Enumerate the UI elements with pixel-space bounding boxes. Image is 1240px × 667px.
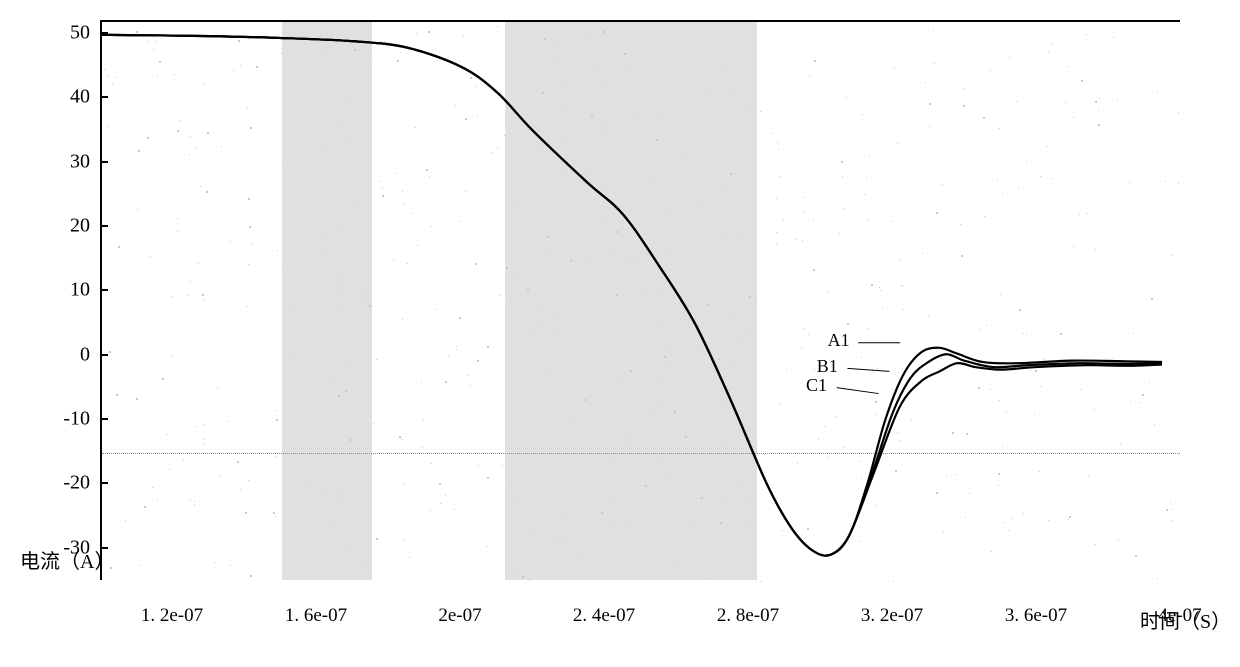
y-tick-mark [100,225,108,227]
series-line-c1 [102,35,1162,556]
series-line-a1 [102,35,1162,556]
x-tick-label: 2. 8e-07 [717,605,779,627]
y-tick-mark [100,547,108,549]
y-tick-label: 50 [70,21,90,44]
y-tick-mark [100,289,108,291]
y-tick-mark [100,96,108,98]
y-tick-mark [100,161,108,163]
y-tick-mark [100,32,108,34]
x-tick-label: 1. 6e-07 [285,605,347,627]
series-label-a1: A1 [828,330,850,351]
chart-frame [100,20,1180,580]
y-tick-label: -20 [63,472,90,495]
y-tick-label: 20 [70,214,90,237]
x-tick-label: 3. 6e-07 [1005,605,1067,627]
line-chart-svg [102,22,1180,580]
y-tick-mark [100,354,108,356]
plot-area [102,22,1180,580]
y-tick-label: 0 [80,343,90,366]
y-tick-mark [100,482,108,484]
series-line-b1 [102,35,1162,556]
x-tick-label: 4e-07 [1158,605,1201,627]
x-tick-label: 2. 4e-07 [573,605,635,627]
series-label-b1: B1 [817,356,838,377]
x-tick-label: 1. 2e-07 [141,605,203,627]
x-tick-label: 2e-07 [438,605,481,627]
series-label-c1: C1 [806,375,827,396]
y-tick-label: 10 [70,279,90,302]
y-tick-label: 40 [70,86,90,109]
y-tick-mark [100,418,108,420]
series-leader-b1 [847,368,889,371]
y-tick-label: 30 [70,150,90,173]
y-tick-label: -30 [63,536,90,559]
series-leader-c1 [837,388,879,394]
x-tick-label: 3. 2e-07 [861,605,923,627]
y-tick-label: -10 [63,408,90,431]
